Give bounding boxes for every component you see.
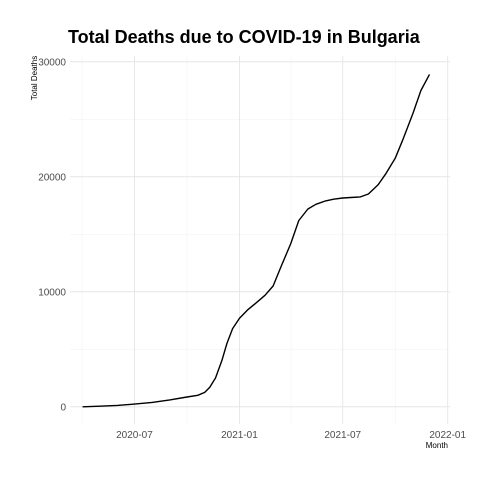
y-tick-label: 10000 [38,287,66,298]
chart-title: Total Deaths due to COVID-19 in Bulgaria [68,27,421,47]
y-tick-label: 20000 [38,172,66,183]
grid [70,56,450,424]
x-tick-label: 2022-01 [429,430,466,441]
y-tick-label: 0 [60,402,66,413]
y-axis-label: Total Deaths [30,56,39,100]
x-axis-ticks: 2020-07 2021-01 2021-07 2022-01 [116,430,466,441]
y-tick-label: 30000 [38,57,66,68]
x-tick-label: 2021-01 [221,430,258,441]
x-axis-label: Month [426,441,448,450]
series-line-total-deaths [82,74,431,408]
x-tick-label: 2021-07 [324,430,361,441]
x-tick-label: 2020-07 [116,430,153,441]
y-axis-ticks: 0 10000 20000 30000 [38,57,66,413]
series-group [82,74,431,408]
